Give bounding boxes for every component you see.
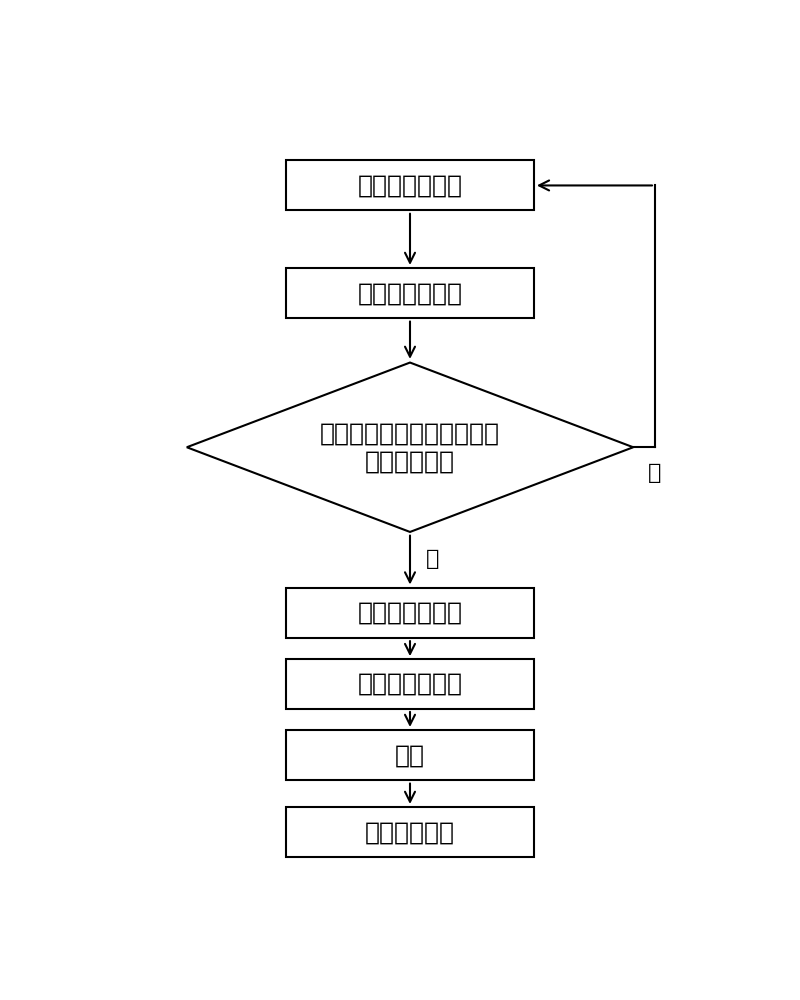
- Bar: [286, 160, 534, 210]
- Bar: [286, 807, 534, 857]
- Text: 退模: 退模: [395, 743, 425, 767]
- Bar: [286, 659, 534, 709]
- Text: 所需碳氢燃料: 所需碳氢燃料: [365, 820, 455, 844]
- Bar: [286, 730, 534, 780]
- Bar: [286, 268, 534, 318]
- Text: 加压冷却、固化: 加压冷却、固化: [358, 672, 462, 696]
- Polygon shape: [187, 363, 634, 532]
- Text: 原料掺混、筛选: 原料掺混、筛选: [358, 281, 462, 305]
- Text: 原料按比例称量: 原料按比例称量: [358, 173, 462, 197]
- Text: 混合原料的均匀程度、粒径
是否达到要求: 混合原料的均匀程度、粒径 是否达到要求: [320, 421, 500, 473]
- Text: 是: 是: [426, 549, 439, 569]
- Text: 否: 否: [648, 463, 662, 483]
- Text: 放入模具、融化: 放入模具、融化: [358, 601, 462, 625]
- Bar: [286, 588, 534, 638]
